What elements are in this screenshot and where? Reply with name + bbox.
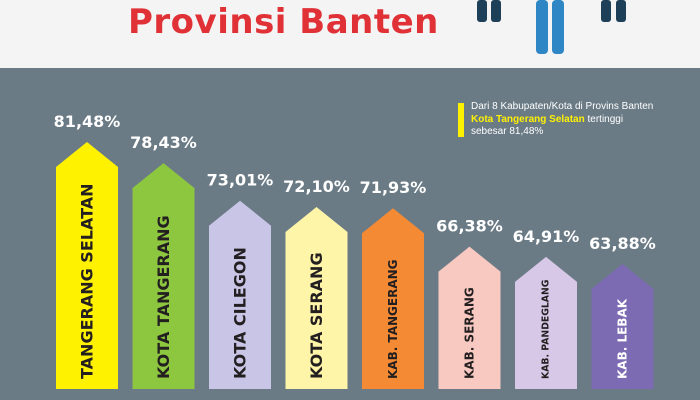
value-label: 64,91%: [513, 227, 580, 246]
value-label: 81,48%: [54, 112, 121, 131]
category-label: KAB. SERANG: [463, 287, 477, 379]
bar-chart: 81,48% TANGERANG SELATAN 78,43% KOTA TANGER…: [54, 112, 656, 389]
category-label: KAB. PANDEGLANG: [541, 280, 552, 379]
bar: [515, 256, 577, 389]
value-label: 63,88%: [589, 234, 656, 253]
bar: [362, 208, 424, 389]
bar-group: 63,88% KAB. LEBAK: [589, 234, 656, 389]
bar: [132, 163, 195, 389]
header-banner: Provinsi Banten: [0, 0, 700, 68]
value-label: 78,43%: [130, 133, 197, 152]
category-label: KOTA SERANG: [307, 252, 326, 379]
value-label: 73,01%: [207, 171, 274, 190]
note-value: 81,48%: [509, 126, 544, 137]
bar: [438, 246, 501, 389]
bar: [591, 264, 654, 389]
person-figure-icon: [536, 0, 564, 54]
bar: [285, 207, 348, 389]
bar-group: 81,48% TANGERANG SELATAN: [54, 112, 121, 389]
note-highlight: Kota Tangerang Selatan: [471, 113, 585, 125]
bar: [209, 200, 271, 389]
bar-group: 72,10% KOTA SERANG: [283, 177, 350, 389]
category-label: KOTA TANGERANG: [154, 215, 173, 379]
category-label: TANGERANG SELATAN: [78, 183, 97, 379]
note-line-2: tertinggi: [584, 113, 624, 125]
value-label: 66,38%: [436, 217, 503, 236]
person-figure-icon: [477, 0, 501, 22]
note-line-3: sebesar: [471, 126, 510, 137]
bar-group: 66,38% KAB. SERANG: [436, 217, 503, 389]
bar: [56, 142, 118, 389]
note-line-1: Dari 8 Kabupaten/Kota di Provins Banten: [471, 101, 654, 112]
note-accent-bar: [458, 103, 464, 137]
value-label: 71,93%: [360, 178, 427, 197]
note-text: Dari 8 Kabupaten/Kota di Provins Banten …: [471, 101, 696, 139]
value-label: 72,10%: [283, 177, 350, 196]
category-label: KAB. LEBAK: [616, 298, 630, 379]
bar-group: 73,01% KOTA CILEGON: [207, 171, 274, 389]
bar-group: 78,43% KOTA TANGERANG: [130, 133, 197, 389]
category-label: KOTA CILEGON: [231, 247, 250, 379]
person-figure-icon: [601, 0, 626, 22]
bar-group: 64,91% KAB. PANDEGLANG: [513, 227, 580, 389]
category-label: KAB. TANGERANG: [386, 259, 400, 379]
page-title: Provinsi Banten: [128, 2, 439, 42]
bar-group: 71,93% KAB. TANGERANG: [360, 178, 427, 389]
